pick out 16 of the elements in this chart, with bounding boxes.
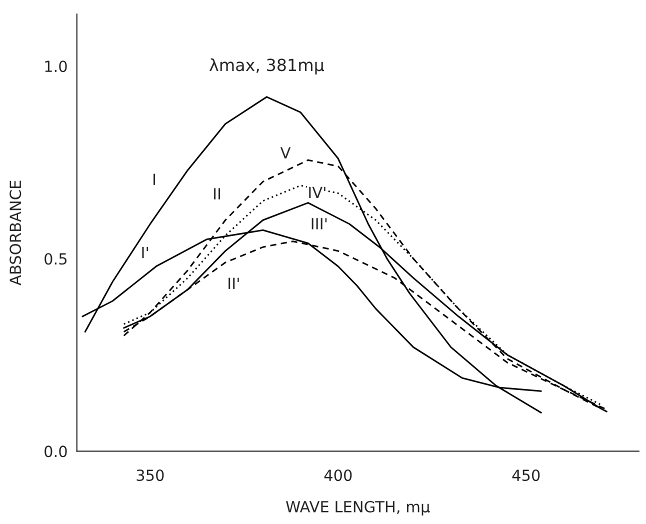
annotation: I (154, 174, 156, 185)
x-tick-label: 350 (136, 469, 164, 482)
annotation: λmax, 381mμ (210, 58, 324, 74)
annotation: II' (228, 278, 239, 289)
x-tick-label: 450 (512, 469, 540, 482)
x-tick-label: 400 (324, 469, 352, 482)
annotation: IV' (309, 186, 326, 198)
y-tick-label: 0.0 (44, 446, 67, 458)
y-tick-label: 1.0 (45, 60, 67, 72)
y-tick-label: 0.5 (44, 253, 67, 265)
x-axis-title: WAVE LENGTH, mμ (286, 500, 430, 516)
annotation: III' (312, 218, 327, 230)
y-axis-title: ABSORBANCE (10, 180, 22, 286)
annotation: I' (142, 246, 148, 258)
annotation: II (214, 188, 220, 200)
annotation: V (280, 147, 291, 158)
